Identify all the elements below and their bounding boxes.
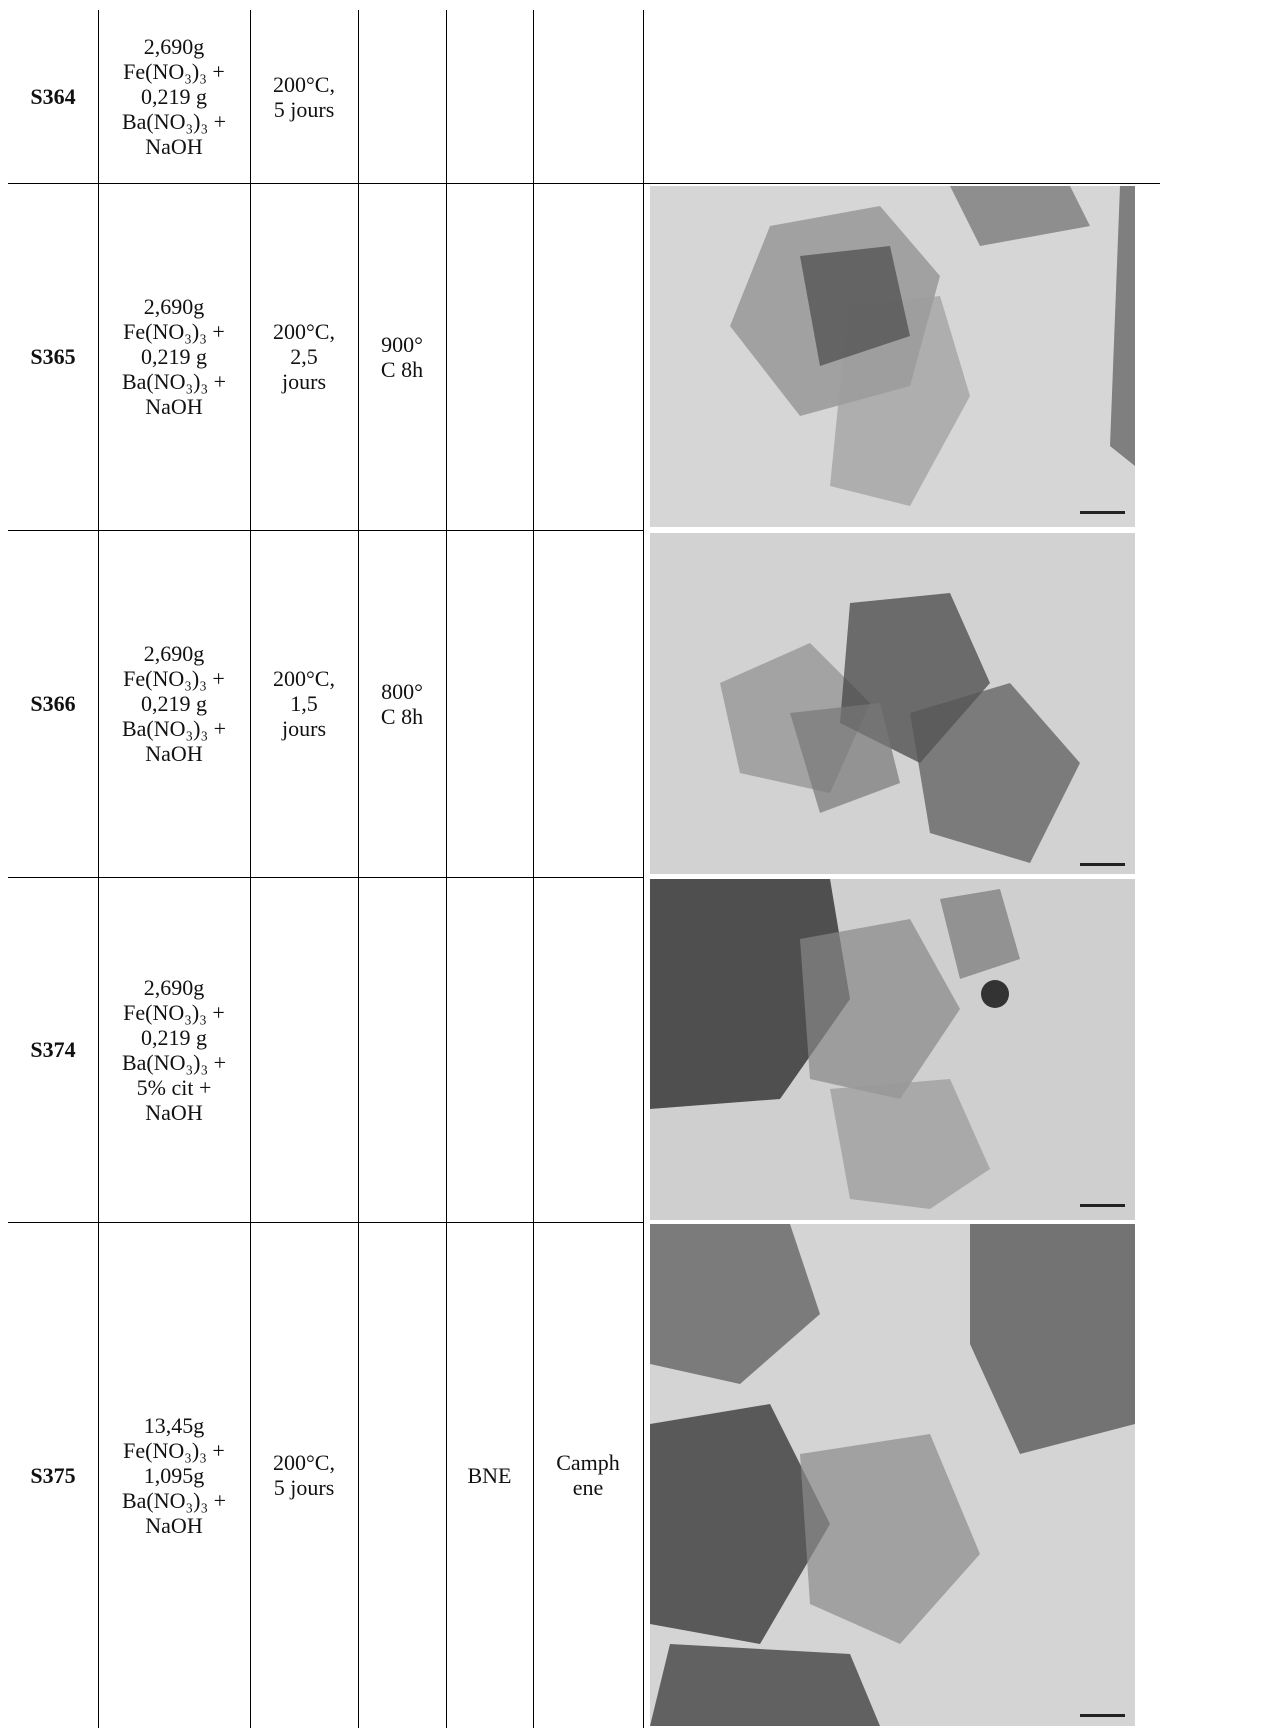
- cell-text: 5 jours: [273, 1475, 335, 1500]
- micrograph: [650, 533, 1135, 874]
- micrograph: [650, 1224, 1135, 1726]
- cell: Camph ene: [533, 1222, 643, 1728]
- rule: [358, 10, 359, 1728]
- rule: [8, 530, 643, 531]
- micrograph: [650, 186, 1135, 527]
- cell-text: Ba(NO₃)₃ +: [121, 369, 227, 394]
- cell: 2,690g Fe(NO₃)₃ +0,219 g Ba(NO₃)₃ + NaOH: [98, 530, 250, 877]
- cell: S374: [8, 877, 98, 1222]
- cell-text: S365: [30, 344, 76, 369]
- cell-text: 0,219 g: [141, 84, 207, 109]
- cell-text: 200°C,: [273, 1450, 335, 1475]
- cell: 200°C, 2,5 jours: [250, 183, 358, 530]
- cell-text: 200°C,: [273, 71, 335, 97]
- cell-text: 0,219 g: [141, 1024, 207, 1050]
- cell: 2,690g Fe(NO₃)₃ +0,219 g Ba(NO₃)₃ +5% cit …: [98, 877, 250, 1222]
- cell: 200°C, 5 jours: [250, 1222, 358, 1728]
- cell: 2,690g Fe(NO₃)₃ +0,219 g Ba(NO₃)₃ + NaOH: [98, 183, 250, 530]
- cell-text: S364: [30, 84, 76, 109]
- cell-text: Ba(NO₃)₃ +: [121, 716, 227, 741]
- cell-text: NaOH: [145, 741, 203, 766]
- cell-text: jours: [282, 369, 326, 394]
- cell-text: 900°: [381, 331, 423, 357]
- cell-text: Fe(NO₃)₃ +: [123, 1437, 225, 1463]
- cell-text: Camph: [556, 1450, 620, 1475]
- rule: [8, 183, 1160, 184]
- cell-text: 2,5: [290, 344, 318, 369]
- cell-text: 1,095g: [143, 1462, 205, 1488]
- cell-text: 2,690g: [143, 974, 205, 1000]
- cell-text: BNE: [467, 1462, 512, 1488]
- cell: 800° C 8h: [358, 530, 446, 877]
- rule: [98, 10, 99, 1728]
- cell-text: 800°: [381, 678, 423, 704]
- rule: [250, 10, 251, 1728]
- cell: BNE: [446, 1222, 533, 1728]
- cell: 13,45g Fe(NO₃)₃ +1,095g Ba(NO₃)₃ + NaOH: [98, 1222, 250, 1728]
- cell-text: Fe(NO₃)₃ +: [123, 59, 225, 84]
- cell-text: Fe(NO₃)₃ +: [123, 666, 225, 691]
- micrograph: [650, 879, 1135, 1220]
- cell-text: S366: [30, 691, 76, 716]
- cell: 200°C, 5 jours: [250, 10, 358, 183]
- cell-text: 2,690g: [143, 34, 205, 59]
- cell-text: 200°C,: [273, 319, 335, 344]
- cell-text: 13,45g: [143, 1412, 205, 1438]
- cell: S375: [8, 1222, 98, 1728]
- cell-text: 200°C,: [273, 666, 335, 691]
- cell-text: 2,690g: [143, 641, 205, 666]
- cell-text: NaOH: [145, 394, 203, 419]
- cell-text: Ba(NO₃)₃ +: [121, 1487, 227, 1513]
- cell-text: 5% cit +: [136, 1074, 212, 1100]
- cell-text: 5 jours: [273, 96, 335, 122]
- cell: 2,690g Fe(NO₃)₃ +0,219 g Ba(NO₃)₃ + NaOH: [98, 10, 250, 183]
- cell-text: 1,5: [290, 691, 318, 716]
- cell: 200°C, 1,5 jours: [250, 530, 358, 877]
- rule: [8, 877, 643, 878]
- cell-text: NaOH: [145, 1099, 203, 1125]
- cell-text: S375: [30, 1462, 76, 1488]
- cell: S365: [8, 183, 98, 530]
- cell-text: 0,219 g: [141, 344, 207, 369]
- cell-text: ene: [572, 1475, 604, 1500]
- cell-text: Fe(NO₃)₃ +: [123, 319, 225, 344]
- cell-text: NaOH: [145, 134, 203, 159]
- cell: S366: [8, 530, 98, 877]
- cell-text: 2,690g: [143, 294, 205, 319]
- cell-text: 0,219 g: [141, 691, 207, 716]
- rule: [533, 10, 534, 1728]
- cell: S364: [8, 10, 98, 183]
- rule: [8, 1222, 643, 1223]
- cell-text: C 8h: [380, 703, 424, 729]
- cell-text: Fe(NO₃)₃ +: [123, 999, 225, 1025]
- cell-text: C 8h: [380, 356, 424, 382]
- rule: [446, 10, 447, 1728]
- cell-text: Ba(NO₃)₃ +: [121, 109, 227, 134]
- cell-text: S374: [30, 1037, 76, 1062]
- cell-text: Ba(NO₃)₃ +: [121, 1049, 227, 1075]
- rule: [643, 10, 644, 1728]
- cell: 900° C 8h: [358, 183, 446, 530]
- cell-text: jours: [282, 716, 326, 741]
- cell-text: NaOH: [145, 1512, 203, 1538]
